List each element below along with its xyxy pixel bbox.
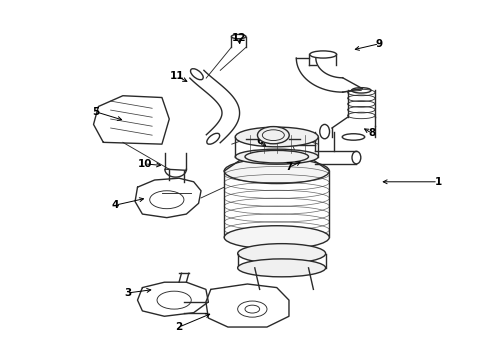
Ellipse shape (235, 127, 318, 147)
Text: 5: 5 (92, 107, 99, 117)
Text: 8: 8 (368, 129, 376, 138)
Ellipse shape (238, 244, 326, 264)
Text: 10: 10 (138, 159, 152, 169)
Text: 9: 9 (376, 39, 383, 49)
Text: 4: 4 (112, 200, 119, 210)
Text: 6: 6 (256, 136, 263, 145)
Text: 7: 7 (285, 162, 293, 172)
Ellipse shape (257, 127, 289, 144)
Ellipse shape (238, 259, 326, 277)
Text: 1: 1 (434, 177, 441, 187)
Text: 11: 11 (170, 71, 184, 81)
Ellipse shape (224, 158, 329, 184)
Ellipse shape (224, 226, 329, 249)
Ellipse shape (235, 149, 318, 164)
Text: 2: 2 (175, 322, 183, 332)
Text: 12: 12 (232, 33, 246, 43)
Text: 3: 3 (124, 288, 131, 298)
